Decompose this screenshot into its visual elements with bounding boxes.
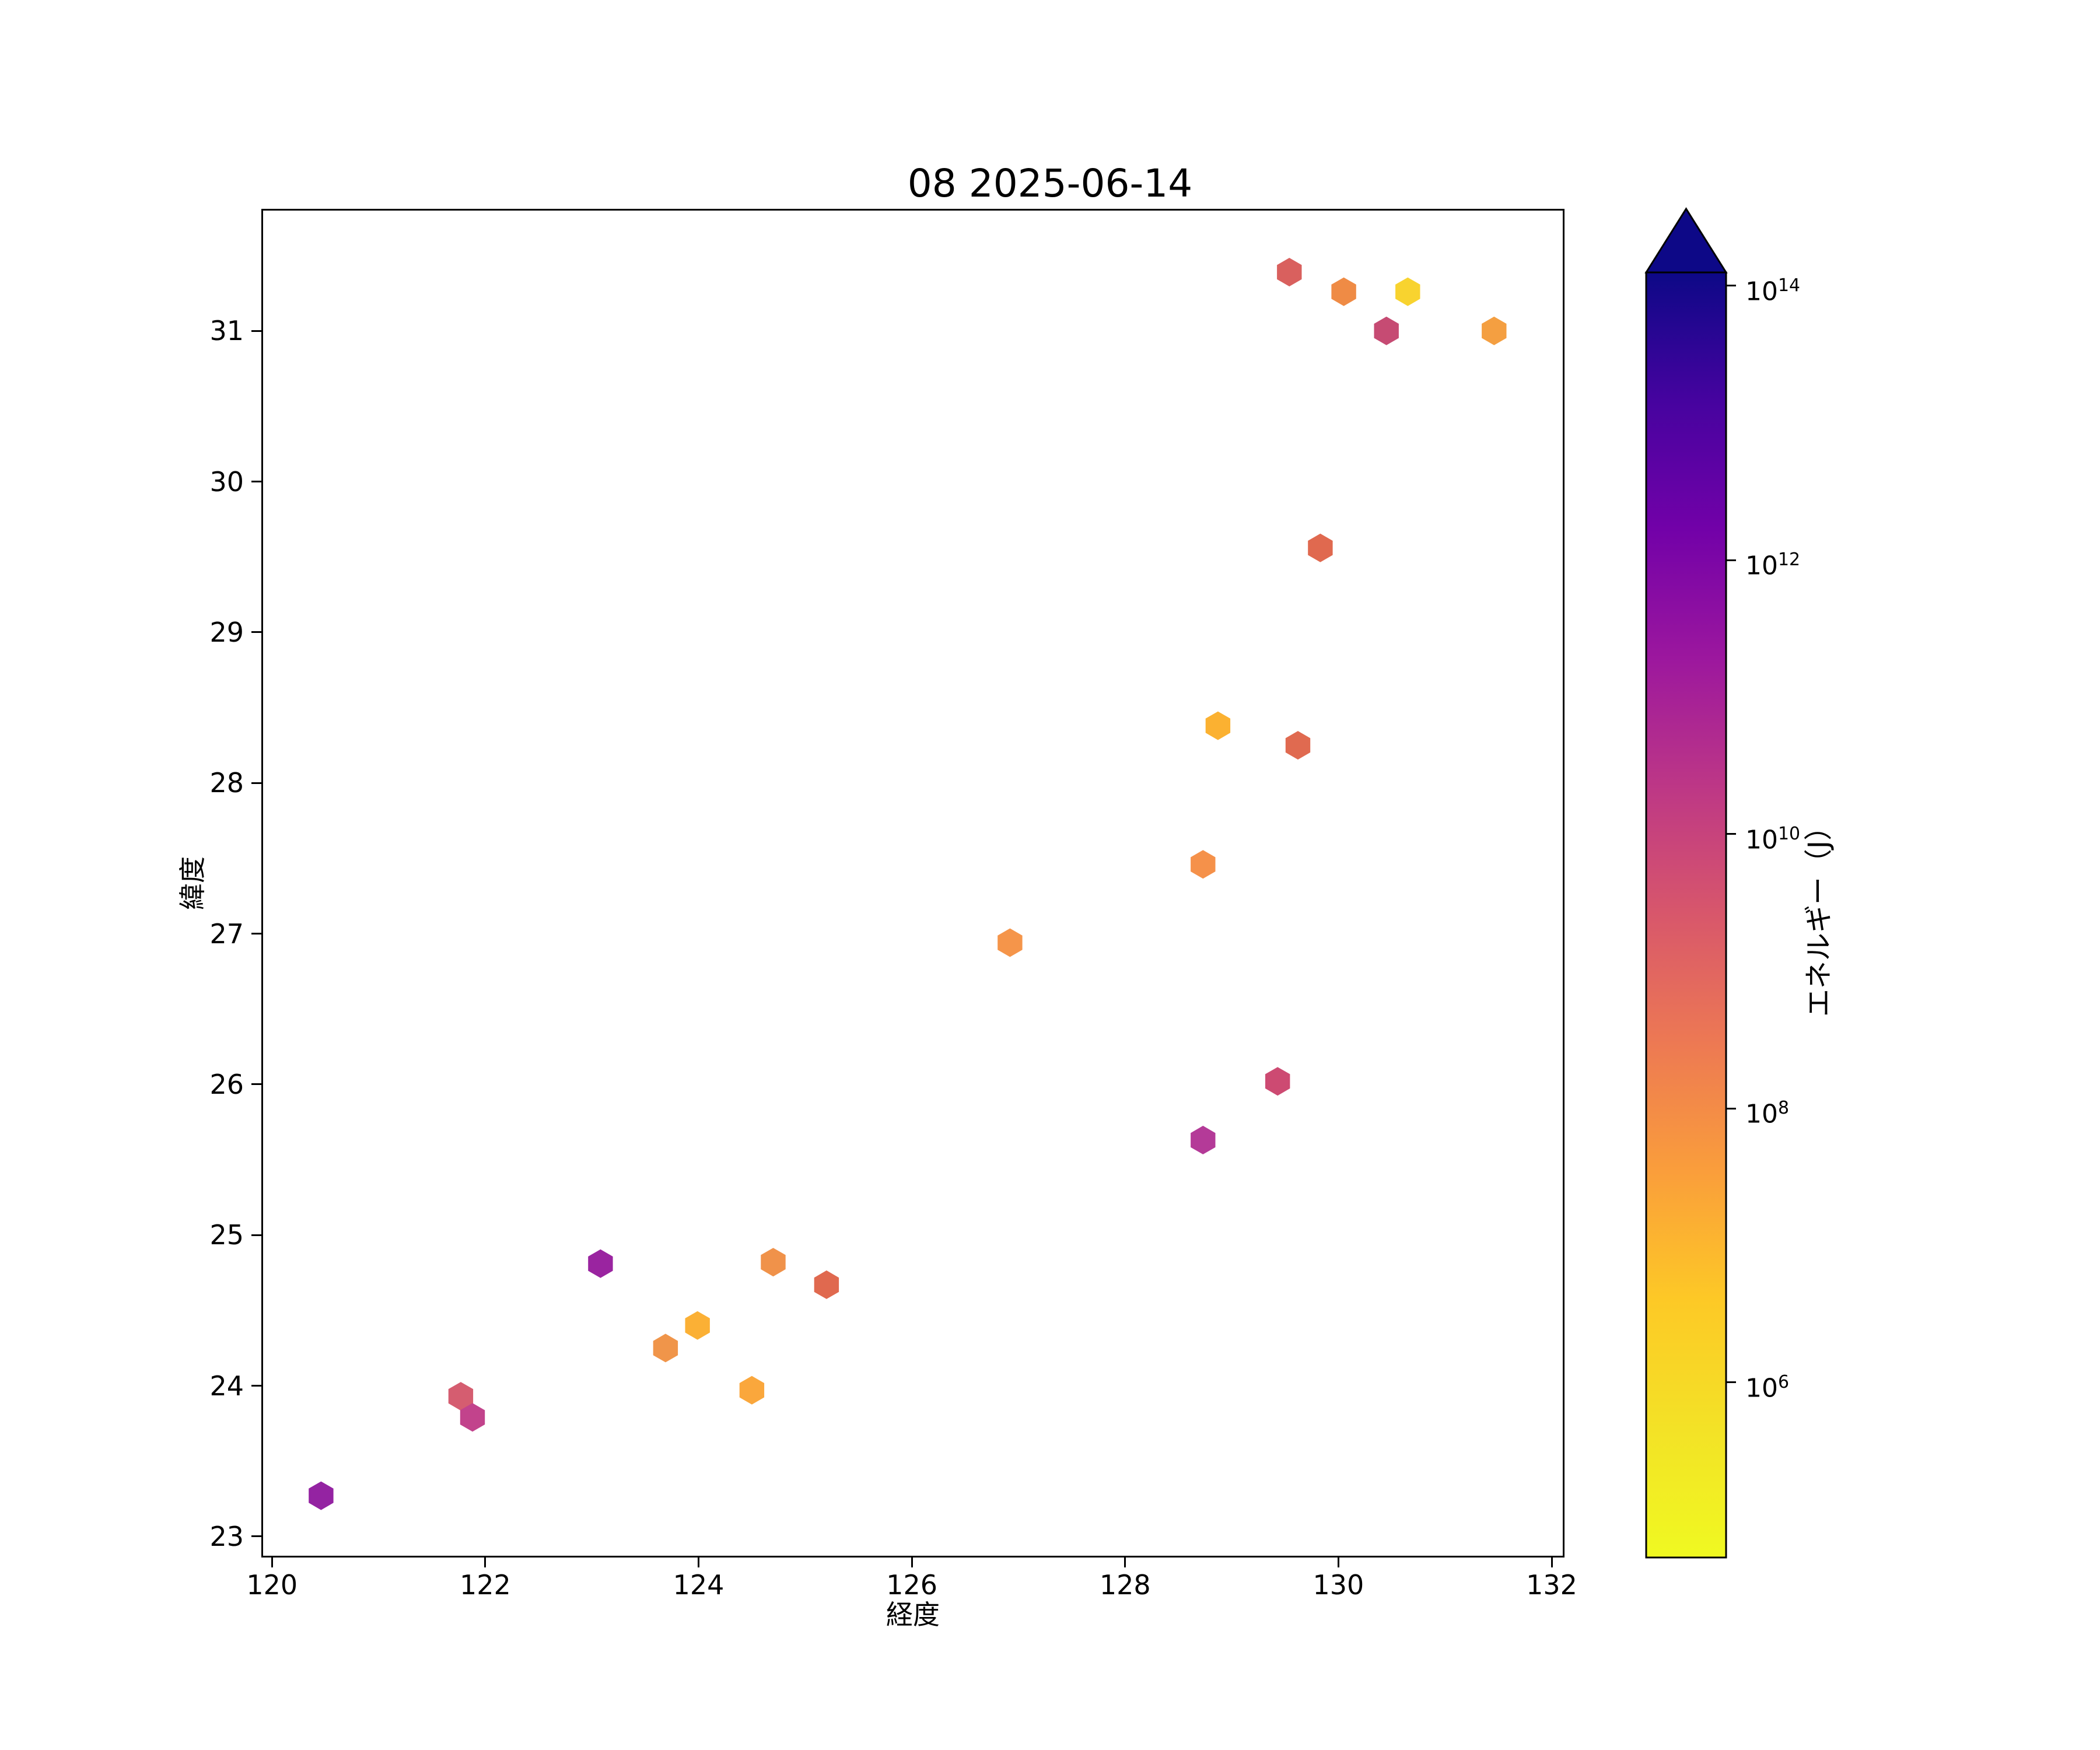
colorbar-tick-mark [1726,559,1736,561]
y-tick-label: 31 [209,315,244,347]
x-tick-label: 128 [1099,1569,1151,1601]
colorbar-tick-label: 1010 [1745,823,1801,855]
x-tick-label: 120 [246,1569,298,1601]
colorbar-tick-mark [1726,285,1736,287]
x-tick-mark [1124,1558,1126,1567]
y-tick-label: 29 [209,616,244,648]
colorbar-tick-label: 108 [1745,1098,1790,1129]
colorbar-tick-mark [1726,1107,1736,1110]
x-tick-mark [1337,1558,1339,1567]
plot-area [261,209,1564,1558]
y-tick-mark [251,631,261,634]
x-tick-label: 124 [673,1569,724,1601]
x-tick-label: 122 [460,1569,511,1601]
y-tick-label: 25 [209,1219,244,1251]
x-axis-label: 経度 [886,1599,940,1630]
y-tick-mark [251,1535,261,1538]
x-tick-mark [1550,1558,1553,1567]
y-tick-mark [251,1385,261,1387]
colorbar-extend-arrow [1644,207,1728,274]
y-tick-label: 26 [209,1068,244,1100]
colorbar-tick-mark [1726,1381,1736,1384]
y-tick-mark [251,933,261,935]
colorbar-tick-label: 106 [1745,1371,1790,1404]
x-tick-label: 130 [1312,1569,1364,1601]
y-tick-mark [251,1234,261,1236]
y-tick-mark [251,1083,261,1086]
colorbar-tick-label: 1014 [1745,275,1801,307]
x-tick-mark [911,1558,913,1567]
y-tick-label: 30 [209,466,244,498]
x-tick-mark [484,1558,487,1567]
colorbar-tick-mark [1726,833,1736,835]
y-tick-label: 24 [209,1370,244,1402]
colorbar-label: エネルギー（J） [1803,812,1835,1017]
x-tick-label: 132 [1526,1569,1577,1601]
x-tick-mark [698,1558,700,1567]
y-tick-mark [251,330,261,332]
x-tick-label: 126 [886,1569,938,1601]
y-tick-mark [251,481,261,483]
colorbar-gradient-bar [1645,271,1727,1559]
chart-title: 08 2025-06-14 [907,161,1193,206]
y-axis-label: 緯度 [177,856,208,910]
y-tick-label: 23 [209,1520,244,1552]
x-tick-mark [271,1558,273,1567]
y-tick-mark [251,782,261,784]
colorbar-tick-label: 1012 [1745,550,1801,581]
